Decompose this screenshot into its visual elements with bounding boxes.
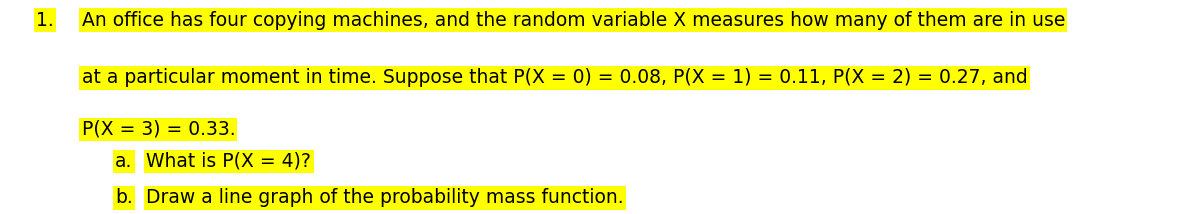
- Text: An office has four copying machines, and the random variable X measures how many: An office has four copying machines, and…: [82, 11, 1064, 30]
- Text: a.: a.: [115, 152, 132, 171]
- Text: What is P(X = 4)?: What is P(X = 4)?: [146, 152, 311, 171]
- Text: 1.: 1.: [36, 11, 54, 30]
- Text: at a particular moment in time. Suppose that P(X = 0) = 0.08, P(X = 1) = 0.11, P: at a particular moment in time. Suppose …: [82, 68, 1027, 88]
- Text: P(X = 3) = 0.33.: P(X = 3) = 0.33.: [82, 120, 235, 139]
- Text: b.: b.: [115, 188, 133, 207]
- Text: Draw a line graph of the probability mass function.: Draw a line graph of the probability mas…: [146, 188, 624, 207]
